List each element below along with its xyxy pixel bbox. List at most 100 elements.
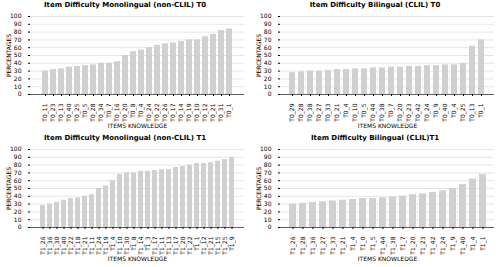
svg-text:30: 30: [264, 67, 272, 74]
svg-text:T1_40: T1_40: [459, 236, 467, 255]
svg-text:0: 0: [268, 90, 272, 97]
svg-text:T0_17: T0_17: [169, 103, 177, 122]
svg-text:T1_44: T1_44: [379, 236, 387, 255]
svg-text:T0_42: T0_42: [414, 103, 422, 122]
svg-text:T1_1: T1_1: [479, 236, 487, 251]
svg-text:T0_5: T0_5: [81, 103, 89, 118]
svg-text:T1_20: T1_20: [409, 236, 417, 255]
svg-text:100: 100: [10, 145, 22, 152]
svg-text:T0_23: T0_23: [49, 103, 57, 122]
svg-text:T0_13: T0_13: [57, 103, 65, 122]
svg-text:T0_1: T0_1: [477, 103, 485, 118]
svg-text:T1_36: T1_36: [309, 236, 317, 255]
svg-text:T0_25: T0_25: [73, 103, 81, 122]
svg-text:50: 50: [14, 184, 22, 191]
svg-text:10: 10: [264, 83, 272, 90]
svg-text:100: 100: [260, 145, 272, 152]
svg-text:T1_27: T1_27: [319, 236, 327, 255]
svg-text:T1_26: T1_26: [289, 236, 297, 255]
svg-text:T1_9: T1_9: [228, 236, 236, 251]
svg-text:T0_33: T0_33: [324, 103, 332, 122]
svg-text:40: 40: [264, 59, 272, 66]
svg-text:T0_10: T0_10: [193, 103, 201, 122]
svg-text:T0_4: T0_4: [137, 103, 145, 118]
svg-text:20: 20: [14, 208, 22, 215]
svg-text:T0_24: T0_24: [423, 103, 431, 122]
svg-text:ITEMS KNOWLEDGE: ITEMS KNOWLEDGE: [358, 122, 418, 129]
svg-text:T0_8: T0_8: [129, 103, 137, 118]
svg-text:T0_4: T0_4: [342, 103, 350, 118]
svg-text:30: 30: [264, 200, 272, 207]
svg-text:50: 50: [264, 51, 272, 58]
svg-text:80: 80: [264, 28, 272, 35]
svg-text:T1_5: T1_5: [369, 236, 377, 251]
svg-text:T0_25: T0_25: [459, 103, 467, 122]
svg-text:T1_21: T1_21: [339, 236, 347, 255]
svg-text:40: 40: [264, 192, 272, 199]
svg-text:0: 0: [18, 90, 22, 97]
svg-text:T0_27: T0_27: [315, 103, 323, 122]
svg-text:T0_5: T0_5: [360, 103, 368, 118]
svg-text:T0_21: T0_21: [209, 103, 217, 122]
svg-text:T0_10: T0_10: [351, 103, 359, 122]
svg-text:90: 90: [264, 20, 272, 27]
svg-text:T1_23: T1_23: [419, 236, 427, 255]
svg-text:60: 60: [14, 177, 22, 184]
svg-text:T1_24: T1_24: [439, 236, 447, 255]
svg-text:T1_33: T1_33: [329, 236, 337, 255]
svg-text:40: 40: [14, 59, 22, 66]
svg-text:80: 80: [14, 28, 22, 35]
svg-text:T0_21: T0_21: [333, 103, 341, 122]
svg-text:30: 30: [14, 67, 22, 74]
svg-text:T0_4: T0_4: [450, 103, 458, 118]
svg-text:T1_4: T1_4: [469, 236, 477, 251]
svg-text:T0_40: T0_40: [441, 103, 449, 122]
svg-text:T0_20: T0_20: [396, 103, 404, 122]
svg-text:T0_12: T0_12: [201, 103, 209, 122]
svg-text:T0_34: T0_34: [97, 103, 105, 122]
svg-text:T0_31: T0_31: [217, 103, 225, 122]
svg-text:ITEMS KNOWLEDGE: ITEMS KNOWLEDGE: [108, 255, 168, 262]
svg-text:ITEMS KNOWLEDGE: ITEMS KNOWLEDGE: [108, 122, 168, 129]
svg-text:ITEMS KNOWLEDGE: ITEMS KNOWLEDGE: [358, 255, 418, 262]
svg-text:T0_28: T0_28: [297, 103, 305, 122]
svg-text:20: 20: [264, 208, 272, 215]
svg-text:70: 70: [264, 169, 272, 176]
svg-text:T0_29: T0_29: [288, 103, 296, 122]
svg-text:T0_13: T0_13: [468, 103, 476, 122]
svg-text:100: 100: [260, 12, 272, 19]
svg-text:PERCENTAGES: PERCENTAGES: [255, 167, 262, 210]
svg-text:20: 20: [264, 75, 272, 82]
svg-text:60: 60: [264, 177, 272, 184]
svg-text:T0_44: T0_44: [369, 103, 377, 122]
svg-text:70: 70: [264, 36, 272, 43]
svg-text:T0_26: T0_26: [161, 103, 169, 122]
svg-text:90: 90: [14, 153, 22, 160]
svg-text:T0_9: T0_9: [432, 103, 440, 118]
svg-text:T0_16: T0_16: [113, 103, 121, 122]
svg-text:PERCENTAGES: PERCENTAGES: [255, 34, 262, 77]
svg-text:10: 10: [264, 216, 272, 223]
svg-text:20: 20: [14, 75, 22, 82]
svg-text:T0_28: T0_28: [89, 103, 97, 122]
svg-text:T1_4: T1_4: [349, 236, 357, 251]
svg-text:10: 10: [14, 83, 22, 90]
svg-text:PERCENTAGES: PERCENTAGES: [5, 167, 12, 210]
svg-text:T0_24: T0_24: [145, 103, 153, 122]
svg-text:T0_20: T0_20: [121, 103, 129, 122]
svg-text:70: 70: [14, 169, 22, 176]
svg-text:T1_0: T1_0: [359, 236, 367, 251]
svg-text:T0_38: T0_38: [306, 103, 314, 122]
svg-text:80: 80: [264, 161, 272, 168]
svg-text:T1_9: T1_9: [449, 236, 457, 251]
svg-text:10: 10: [14, 216, 22, 223]
svg-text:T0_23: T0_23: [405, 103, 413, 122]
svg-text:80: 80: [14, 161, 22, 168]
svg-text:T0_19: T0_19: [185, 103, 193, 122]
svg-text:T1_7: T1_7: [399, 236, 407, 251]
svg-text:T0_1: T0_1: [225, 103, 233, 118]
svg-text:90: 90: [14, 20, 22, 27]
svg-text:T0_40: T0_40: [65, 103, 73, 122]
svg-text:T0_38: T0_38: [378, 103, 386, 122]
svg-text:40: 40: [14, 192, 22, 199]
